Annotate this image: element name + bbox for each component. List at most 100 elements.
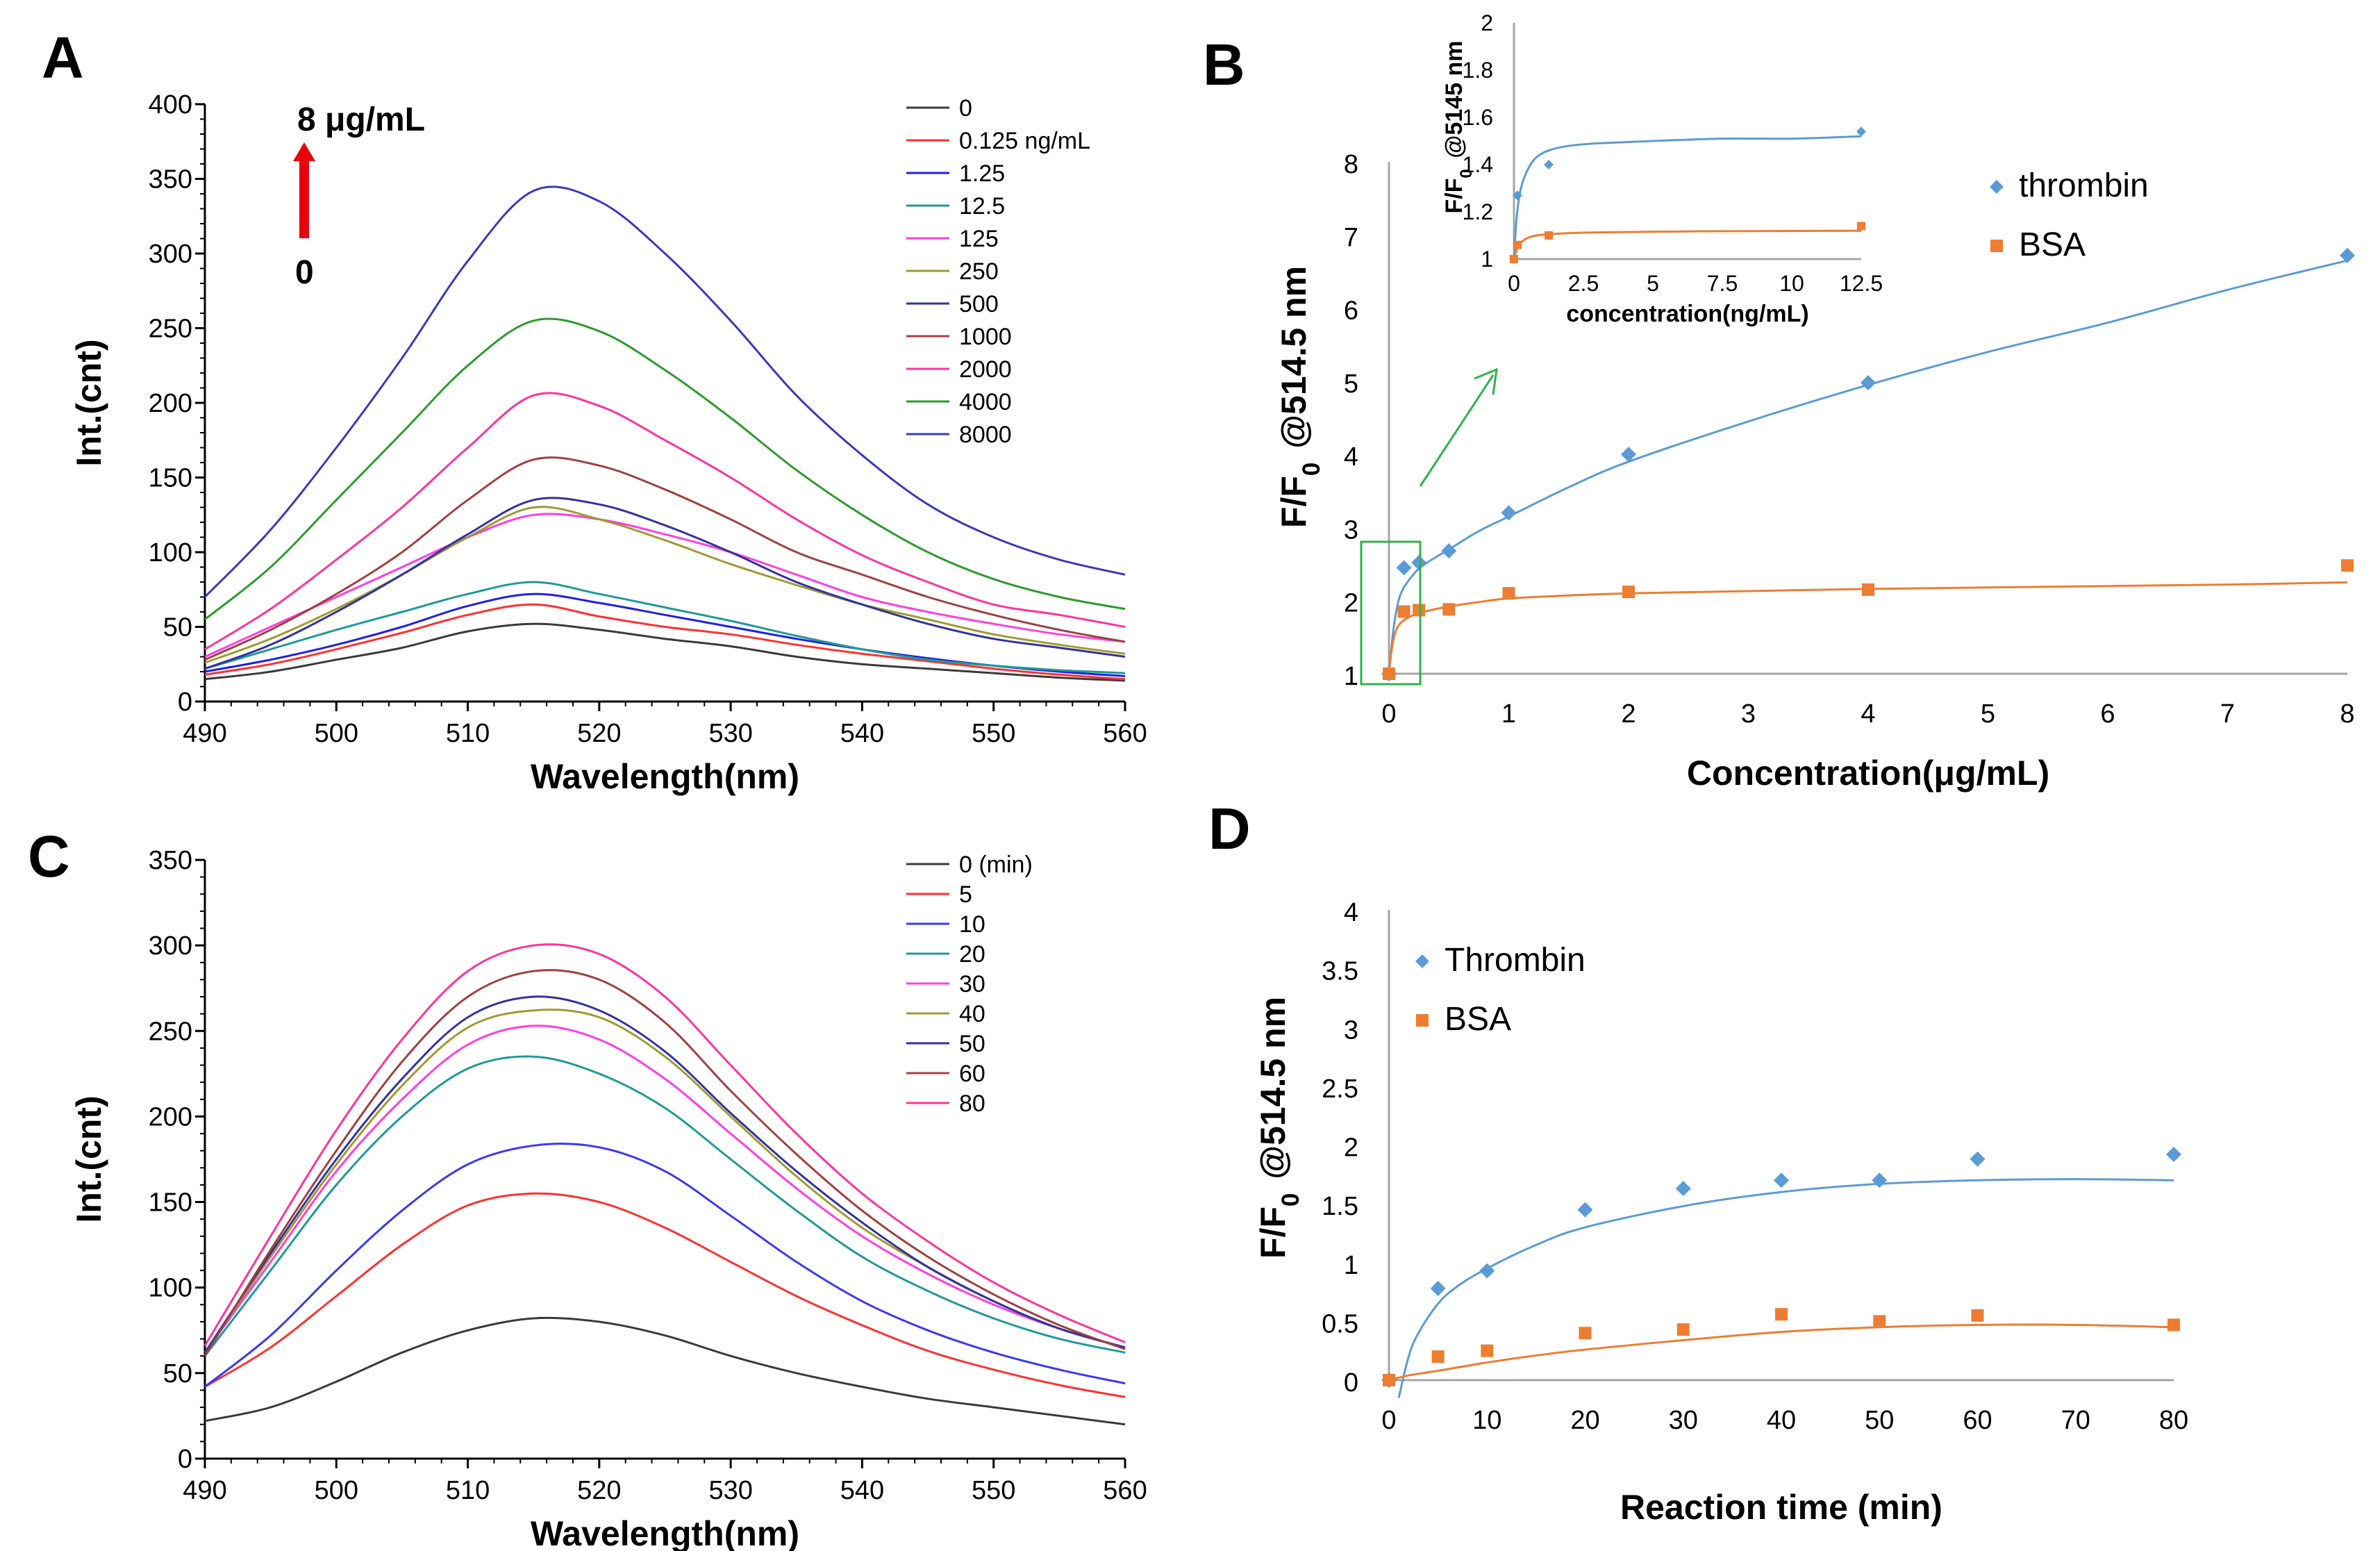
panel-b-y-tick-label: 4 — [1344, 442, 1358, 472]
panel-a-series-line-6 — [204, 497, 1126, 670]
panel-c-x-tick-label: 500 — [315, 1476, 358, 1505]
panel-d-chart: 00.511.522.533.540 10 20 30 40 50 60 70 80Reacti… — [1254, 898, 2188, 1527]
panel-a-legend-label-6: 500 — [959, 291, 999, 317]
panel-a-red-arrow-head — [293, 142, 315, 161]
panel-d-x-tick-label: 70 — [2061, 1406, 2090, 1435]
panel-b-x-tick-label: 1 — [1501, 699, 1516, 729]
panel-d-point-0 — [1970, 1151, 1986, 1167]
panel-d-y-axis-title-part-2: @514.5 nm — [1254, 997, 1292, 1189]
panel-c-series-line-6 — [203, 995, 1126, 1354]
panel-a-legend-label-10: 8000 — [959, 422, 1012, 448]
inset-point-0 — [1856, 126, 1866, 137]
panel-b-x-axis-title: Concentration(μg/mL) — [1687, 754, 2049, 793]
panel-a-y-tick-label: 100 — [149, 538, 192, 567]
panel-c-y-tick-label: 200 — [149, 1102, 192, 1131]
panel-d-point-1 — [1579, 1327, 1592, 1340]
panel-b-point-1 — [1502, 587, 1515, 600]
panel-b-point-0 — [1441, 543, 1457, 559]
panel-c-series-line-2 — [204, 1143, 1126, 1388]
panel-b-y-tick-label: 2 — [1344, 589, 1358, 618]
panel-b-point-0 — [1396, 560, 1412, 576]
inset-x-tick-label: 12.5 — [1840, 271, 1883, 296]
panel-a-annotation-bottom: 0 — [295, 254, 314, 291]
panel-c-x-tick-label: 530 — [708, 1476, 752, 1505]
panel-c-x-tick-label: 520 — [577, 1476, 621, 1505]
panel-b-y-axis-title-part-sub: 0 — [1298, 463, 1325, 476]
panel-a-legend-label-2: 1.25 — [959, 160, 1005, 187]
panel-a-x-tick-label: 520 — [577, 719, 621, 748]
panel-a-chart: 0 50 100 150 200 250 300 350 400 490 500 510 520 530 5… — [69, 90, 1147, 796]
panel-a-y-tick-label: 150 — [149, 464, 192, 493]
panel-d-x-axis-title: Reaction time (min) — [1620, 1488, 1942, 1527]
panel-a-x-tick-label: 510 — [446, 719, 490, 748]
panel-b-x-tick-label: 4 — [1861, 699, 1875, 729]
panel-b-x-tick-label: 8 — [2340, 699, 2354, 729]
panel-d-y-tick-label: 1 — [1344, 1251, 1358, 1280]
panel-b-y-axis-title: F/F0 @514.5 nm — [1274, 266, 1325, 528]
panel-d-point-0 — [1430, 1280, 1446, 1296]
panel-d-x-tick-label: 80 — [2159, 1406, 2188, 1435]
panel-c-legend-label-5: 40 — [959, 1001, 985, 1027]
panel-letter-d: D — [1208, 796, 1251, 861]
panel-d-x-tick-label: 0 — [1381, 1406, 1396, 1435]
panel-c-series-line-3 — [203, 1055, 1126, 1357]
panel-a-x-tick-label: 530 — [708, 719, 752, 748]
panel-c-y-tick-label: 300 — [149, 931, 192, 961]
panel-d-x-tick-label: 30 — [1669, 1406, 1698, 1435]
panel-d-point-1 — [1676, 1323, 1690, 1336]
panel-a-x-tick-label: 550 — [972, 719, 1015, 748]
panel-c-x-tick-label: 540 — [840, 1476, 884, 1505]
panel-d-point-1 — [1775, 1308, 1788, 1321]
panel-c-legend-label-3: 20 — [959, 941, 985, 968]
panel-b-x-tick-label: 7 — [2220, 699, 2235, 729]
inset-x-tick-label: 2.5 — [1568, 271, 1599, 296]
inset-point-0 — [1544, 160, 1554, 169]
panel-d-x-tick-label: 40 — [1767, 1406, 1796, 1435]
panel-a-legend-label-9: 4000 — [959, 389, 1012, 415]
inset-x-tick-label: 5 — [1647, 271, 1659, 296]
panel-d-point-0 — [1675, 1181, 1691, 1197]
panel-c-x-tick-label: 560 — [1103, 1476, 1147, 1505]
panel-c-y-tick-label: 250 — [149, 1017, 192, 1046]
panel-d-y-tick-label: 0.5 — [1322, 1309, 1358, 1338]
panel-b-y-tick-label: 7 — [1344, 223, 1358, 252]
inset-fit-line-1 — [1513, 229, 1862, 260]
panel-a-x-tick-label: 500 — [315, 719, 358, 748]
panel-c-series-line-1 — [204, 1192, 1126, 1398]
panel-d-point-0 — [1774, 1172, 1789, 1188]
panel-c-legend-label-0: 0 (min) — [959, 852, 1033, 878]
panel-d-point-0 — [2166, 1147, 2181, 1163]
panel-b-zoom-box — [1360, 540, 1422, 686]
panel-b-x-tick-label: 0 — [1381, 699, 1396, 729]
panel-a-series-line-0 — [204, 622, 1126, 682]
panel-c-legend-label-7: 60 — [959, 1061, 985, 1087]
inset-x-axis-title: concentration(ng/mL) — [1566, 301, 1808, 327]
panel-a-x-tick-label: 560 — [1103, 719, 1147, 748]
panel-a-series-line-10 — [203, 185, 1126, 598]
panel-b-green-arrow-head — [1474, 367, 1498, 395]
panel-b-point-1 — [2341, 559, 2354, 572]
panel-b-x-tick-label: 6 — [2100, 699, 2115, 729]
panel-c-series-line-7 — [203, 969, 1126, 1357]
panel-b-green-arrow-shaft — [1419, 374, 1495, 487]
panel-c-y-tick-label: 100 — [149, 1274, 192, 1303]
panel-d-point-0 — [1479, 1263, 1495, 1279]
panel-c-x-axis-title: Wavelength(nm) — [531, 1514, 799, 1551]
panel-d-y-tick-label: 1.5 — [1322, 1192, 1358, 1221]
panel-a-legend-label-3: 12.5 — [959, 193, 1005, 219]
panel-d-fit-line-1 — [1388, 1323, 2174, 1382]
panel-d-x-tick-label: 10 — [1472, 1406, 1501, 1435]
panel-a-x-axis-title: Wavelength(nm) — [531, 757, 799, 796]
panel-a-red-arrow-shaft — [299, 156, 309, 238]
panel-d-y-tick-label: 3.5 — [1322, 957, 1358, 986]
panel-d-legend-label-1: BSA — [1445, 1001, 1511, 1038]
panel-d-y-tick-label: 0 — [1344, 1368, 1358, 1397]
panel-a-legend-label-5: 250 — [959, 258, 999, 285]
panel-c-x-tick-label: 510 — [446, 1476, 490, 1505]
panel-d-point-1 — [2167, 1318, 2180, 1332]
panel-c-legend-label-2: 10 — [959, 911, 985, 938]
inset-y-axis-title-part-sub: 0 — [1457, 169, 1476, 178]
inset-x-tick-label: 7.5 — [1707, 271, 1738, 296]
panel-d-legend-label-0: Thrombin — [1445, 942, 1586, 979]
